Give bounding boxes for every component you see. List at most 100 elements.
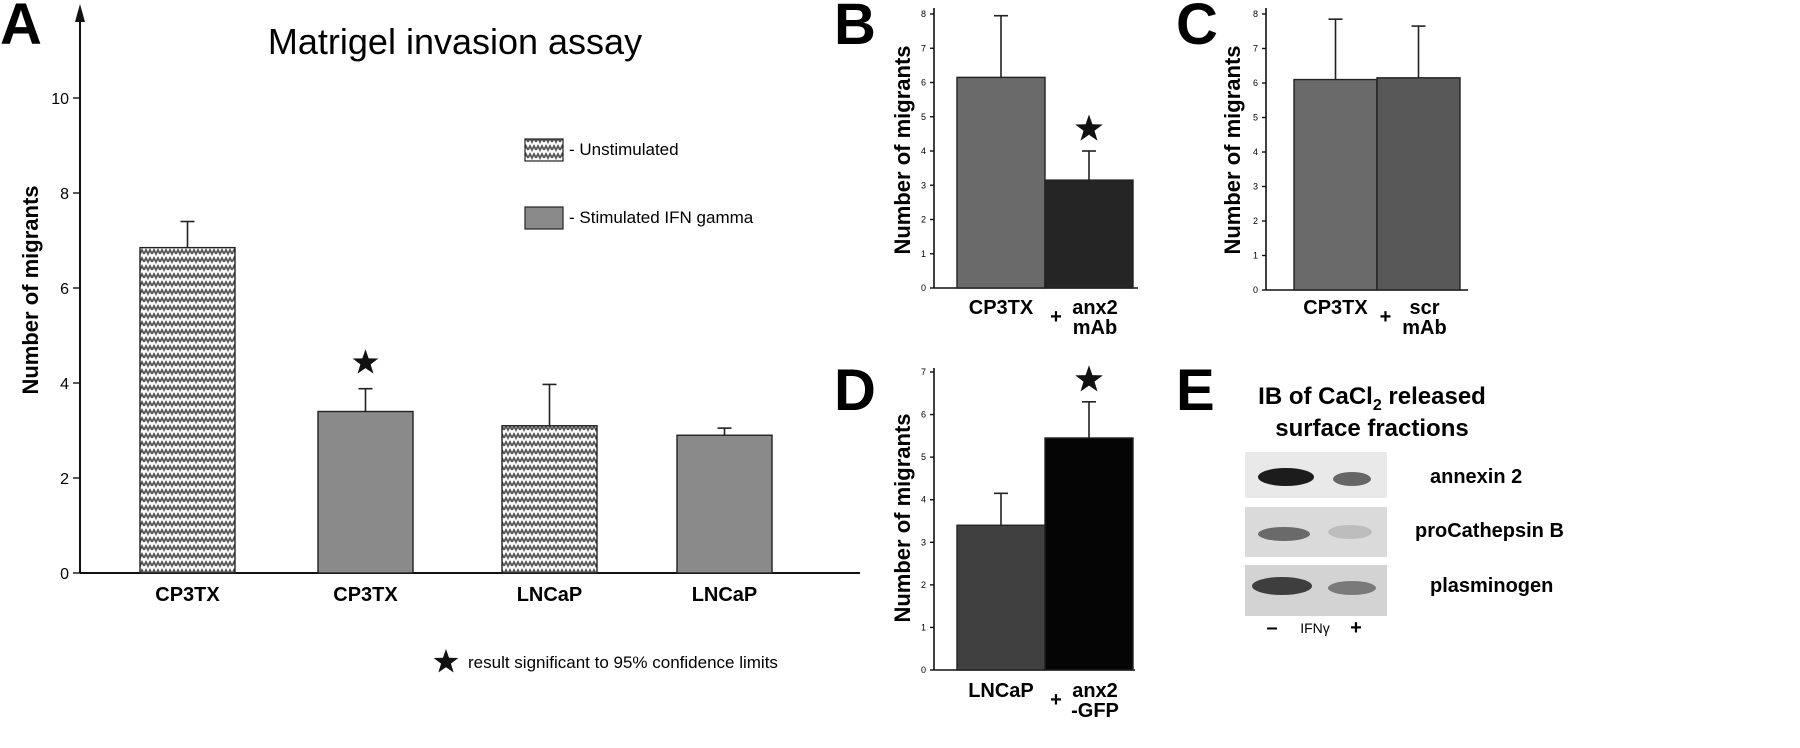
category-label-prefix: + — [1050, 306, 1062, 328]
y-tick-label: 2 — [921, 215, 926, 225]
lane-label-ifn-gamma: IFNγ — [1300, 620, 1330, 636]
category-label: scr — [1409, 297, 1439, 319]
legend-swatch-unstimulated — [524, 138, 564, 162]
y-ticks: 0 1 2 3 4 5 6 7 — [921, 367, 934, 675]
lane-label-minus: – — [1266, 617, 1277, 639]
y-tick-label: 1 — [921, 622, 926, 632]
lane-label-plus: + — [1350, 617, 1362, 639]
bar — [1044, 437, 1134, 671]
panel-letter-e: E — [1176, 358, 1215, 423]
blot-strip-annexin-2 — [1245, 452, 1387, 498]
panel-c: C Number of migrants 0 1 2 3 4 5 6 7 8 CP3TX + scr… — [1176, 0, 1468, 339]
y-tick-label: 1 — [1253, 251, 1258, 261]
category-label: anx2 — [1072, 680, 1118, 702]
y-tick-label: 8 — [1253, 9, 1258, 19]
blot-row-label: plasminogen — [1430, 575, 1553, 597]
y-axis-arrowhead — [75, 4, 85, 22]
category-label: mAb — [1073, 317, 1117, 339]
y-tick-label: 2 — [1253, 216, 1258, 226]
category-label: mAb — [1402, 317, 1446, 339]
significance-star-icon — [1075, 114, 1103, 141]
y-tick-label: 5 — [921, 112, 926, 122]
blot-strip-plasminogen — [1245, 565, 1387, 616]
category-label: anx2 — [1072, 297, 1118, 319]
bars — [1293, 18, 1461, 291]
panel-letter-d: D — [834, 358, 876, 423]
y-tick-label: 0 — [921, 665, 926, 675]
category-label: LNCaP — [968, 680, 1034, 702]
bars — [139, 220, 773, 574]
y-tick-label: 0 — [60, 566, 69, 583]
blot-strip-procathepsin-b — [1245, 507, 1387, 557]
y-tick-label: 0 — [1253, 285, 1258, 295]
bar — [1293, 78, 1378, 291]
y-tick-label: 8 — [921, 9, 926, 19]
y-tick-label: 2 — [921, 580, 926, 590]
y-tick-label: 7 — [921, 43, 926, 53]
category-label: CP3TX — [969, 297, 1034, 319]
category-label-prefix: + — [1050, 689, 1062, 711]
bar — [676, 434, 773, 574]
bar — [317, 410, 414, 574]
y-axis-label: Number of migrants — [890, 413, 915, 622]
legend-label-stimulated: - Stimulated IFN gamma — [569, 208, 754, 227]
bars — [956, 14, 1134, 289]
panel-b: B Number of migrants 0 1 2 3 4 5 6 7 8 CP3TX + anx… — [834, 0, 1138, 339]
bar — [1376, 77, 1461, 291]
y-axis-label: Number of migrants — [1220, 45, 1245, 254]
y-tick-label: 6 — [921, 410, 926, 420]
y-tick-label: 5 — [921, 452, 926, 462]
category-label: LNCaP — [517, 584, 583, 606]
bar — [1044, 179, 1134, 289]
y-tick-label: 2 — [60, 471, 69, 488]
y-ticks: 0 1 2 3 4 5 6 7 8 — [1253, 9, 1266, 295]
category-label: LNCaP — [692, 584, 758, 606]
panel-letter-b: B — [834, 0, 876, 57]
blot-row-label: annexin 2 — [1430, 466, 1522, 488]
category-label-prefix: + — [1380, 306, 1392, 328]
significance-star-icon — [433, 649, 459, 673]
significance-note-text: result significant to 95% confidence lim… — [468, 653, 778, 672]
legend-label-unstimulated: - Unstimulated — [569, 140, 679, 159]
y-tick-label: 4 — [921, 146, 926, 156]
category-labels: LNCaP + anx2-GFP — [968, 680, 1119, 722]
panel-letter-a: A — [0, 0, 42, 57]
y-tick-label: 3 — [1253, 182, 1258, 192]
panel-a: A Matrigel invasion assay Number of migr… — [0, 0, 860, 673]
y-axis-label: Number of migrants — [18, 185, 43, 394]
blot-title-line-2: surface fractions — [1275, 415, 1468, 442]
y-ticks: 0 2 4 6 8 10 — [51, 91, 80, 583]
y-tick-label: 4 — [921, 495, 926, 505]
panel-e: E IB of CaCl2 released surface fractions… — [1176, 358, 1564, 639]
y-tick-label: 7 — [1253, 44, 1258, 54]
y-tick-label: 6 — [921, 78, 926, 88]
y-tick-label: 4 — [60, 376, 69, 393]
y-tick-label: 8 — [60, 186, 69, 203]
chart-title: Matrigel invasion assay — [268, 21, 642, 62]
panel-letter-c: C — [1176, 0, 1218, 57]
y-tick-label: 3 — [921, 537, 926, 547]
blot-row-label: proCathepsin B — [1415, 520, 1564, 542]
legend-swatch-stimulated — [524, 206, 564, 230]
significance-note: result significant to 95% confidence lim… — [433, 649, 778, 673]
category-label: CP3TX — [1303, 297, 1368, 319]
bar — [956, 524, 1046, 671]
y-tick-label: 0 — [921, 283, 926, 293]
y-tick-label: 6 — [60, 281, 69, 298]
category-label: CP3TX — [333, 584, 398, 606]
y-tick-label: 3 — [921, 180, 926, 190]
y-tick-label: 10 — [51, 91, 69, 108]
significance-star-icon — [1075, 365, 1103, 392]
y-ticks: 0 1 2 3 4 5 6 7 8 — [921, 9, 934, 293]
legend: - Unstimulated - Stimulated IFN gamma — [524, 138, 754, 230]
bar — [139, 246, 236, 574]
bar — [956, 76, 1046, 289]
panel-d: D Number of migrants 0 1 2 3 4 5 6 7 LNCaP + anx2… — [834, 358, 1135, 722]
y-tick-label: 1 — [921, 249, 926, 259]
y-axis-label: Number of migrants — [890, 45, 915, 254]
y-tick-label: 5 — [1253, 113, 1258, 123]
category-label: CP3TX — [155, 584, 220, 606]
